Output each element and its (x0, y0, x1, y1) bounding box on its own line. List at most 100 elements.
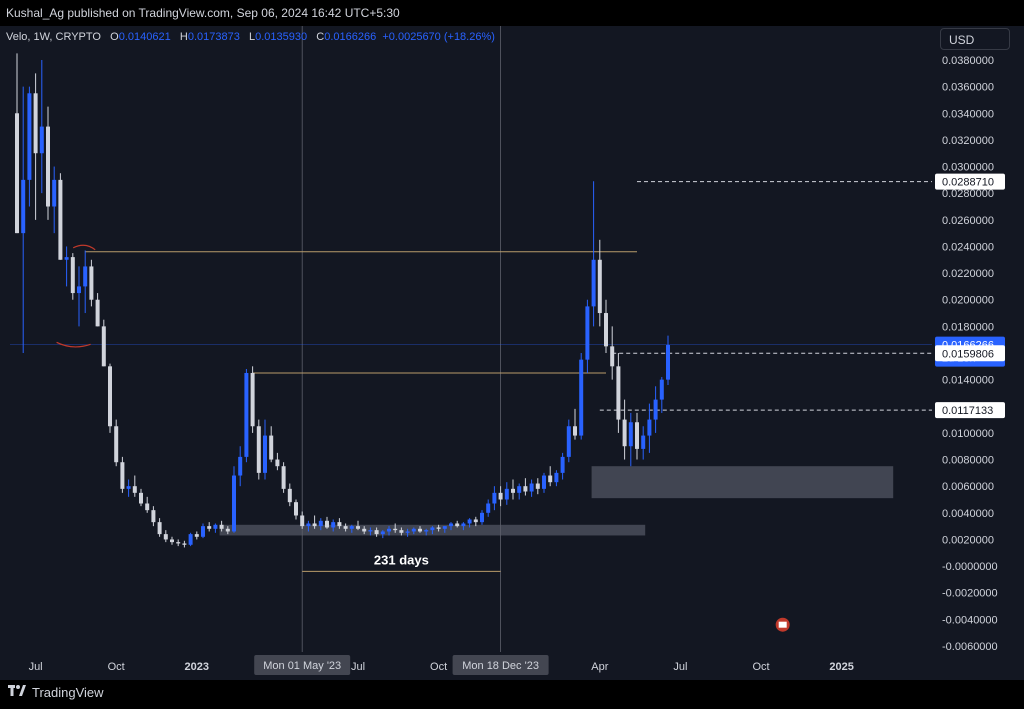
candle-body (194, 534, 199, 537)
currency-button[interactable]: USD (940, 28, 1010, 50)
y-tick-label: 0.0200000 (942, 295, 994, 307)
candle (337, 518, 342, 529)
candle-body (126, 486, 131, 489)
candle (275, 452, 280, 471)
candle (306, 520, 311, 532)
candle-body (21, 179, 26, 234)
candle-body (411, 528, 416, 532)
candle (349, 524, 354, 533)
candle-body (188, 534, 193, 545)
candle-body (27, 93, 32, 180)
candle (77, 266, 81, 327)
candle (635, 412, 639, 460)
open-value: 0.0140621 (118, 31, 171, 43)
candle-body (46, 126, 50, 207)
candle-body (585, 306, 590, 360)
candle (436, 524, 441, 532)
x-tick-label: 2023 (185, 661, 209, 673)
candle-body (591, 259, 596, 307)
candle-body (362, 528, 367, 532)
candle (46, 106, 50, 220)
y-tick-label: 0.0380000 (942, 55, 994, 67)
candle-body (15, 113, 19, 234)
candle (467, 518, 472, 528)
candle (120, 456, 125, 493)
candle (387, 526, 391, 536)
tradingview-brand[interactable]: TradingView (8, 685, 104, 700)
candle-body (318, 520, 323, 527)
candle (659, 376, 664, 413)
tradingview-logo-icon (8, 685, 26, 700)
candle-body (504, 488, 509, 500)
candle (15, 53, 19, 234)
candle-body (275, 459, 280, 467)
candle (455, 520, 460, 528)
candle-body (343, 526, 348, 529)
candle (244, 368, 249, 463)
y-tick-label: 0.0100000 (942, 428, 994, 440)
candle (560, 452, 565, 480)
candle (176, 539, 181, 547)
candle (374, 527, 379, 537)
candle-body (294, 502, 298, 516)
candle-body (101, 326, 106, 367)
candle-body (486, 503, 491, 513)
candle-body (157, 522, 162, 535)
candle (442, 526, 447, 533)
candle-body (560, 456, 565, 473)
candle-body (573, 426, 577, 436)
crosshair-date-bg (254, 655, 351, 675)
candle (343, 523, 348, 532)
price-label: 0.0159806 (942, 348, 994, 360)
candle (480, 510, 484, 525)
candle-body (579, 359, 584, 436)
candle (604, 299, 608, 353)
candle (473, 516, 478, 527)
candle (263, 419, 267, 480)
candle (70, 253, 75, 300)
symbol-legend[interactable]: Velo, 1W, CRYPTO O0.0140621 H0.0173873 L… (6, 31, 495, 43)
candle (269, 426, 274, 463)
candle-body (213, 524, 218, 529)
candle (157, 518, 162, 537)
x-tick-label: Oct (108, 661, 125, 673)
candle-body (597, 259, 602, 314)
low-value: 0.0135930 (255, 31, 308, 43)
candle (585, 299, 590, 373)
y-tick-label: -0.0040000 (942, 614, 998, 626)
candle-body (337, 522, 342, 527)
price-label-bg (935, 402, 1005, 419)
y-tick-label: 0.0180000 (942, 321, 994, 333)
candle-body (312, 523, 317, 527)
y-tick-label: 0.0300000 (942, 162, 994, 174)
candle-body (566, 426, 571, 457)
candle (52, 166, 57, 234)
candle-body (523, 486, 528, 492)
symbol-name[interactable]: Velo, 1W, CRYPTO (6, 31, 101, 43)
candle (411, 527, 416, 535)
event-flag-icon (775, 617, 790, 632)
price-label: 0.0117133 (942, 405, 993, 417)
candle-body (145, 503, 150, 511)
candle (207, 522, 212, 532)
candle-body (182, 543, 187, 545)
candle-body (622, 419, 627, 447)
candle (573, 408, 577, 440)
candle-body (356, 526, 360, 529)
candle (182, 540, 187, 548)
candle-body (83, 266, 88, 287)
candle (610, 326, 615, 380)
x-tick-label: Oct (752, 661, 769, 673)
candle (318, 518, 323, 531)
low-label: L (249, 31, 256, 43)
candle (504, 482, 509, 505)
candle (492, 486, 497, 511)
measure-text: 231 days (374, 552, 429, 567)
candle-body (436, 527, 441, 529)
candle-body (529, 483, 534, 492)
x-tick-label: Jul (29, 661, 43, 673)
candle (405, 528, 410, 537)
high-label: H (179, 31, 188, 43)
candle (163, 530, 168, 543)
